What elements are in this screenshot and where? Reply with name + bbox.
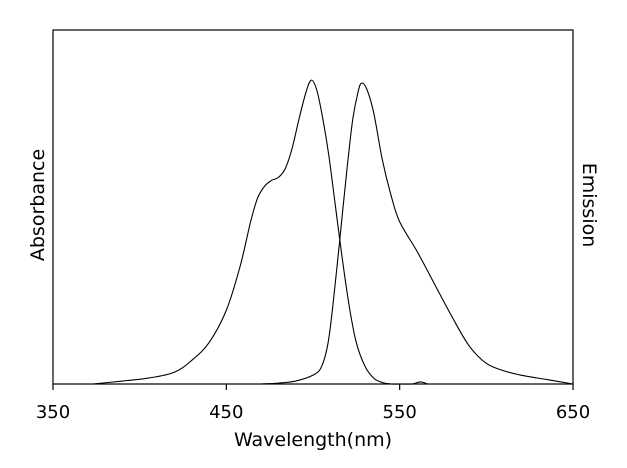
x-tick-label: 350: [36, 402, 70, 423]
x-ticks: [52, 384, 574, 390]
x-axis-title: Wavelength(nm): [234, 429, 392, 451]
x-tick-label: 650: [556, 402, 590, 423]
x-tick-label: 450: [209, 402, 243, 423]
y-axis-title-left: Absorbance: [27, 149, 49, 261]
series-group: [92, 79, 574, 385]
x-tick-label: 550: [383, 402, 417, 423]
plot-frame: [52, 29, 574, 385]
absorbance-curve: [92, 79, 428, 385]
y-axis-title-right: Emission: [578, 163, 600, 248]
emission-curve: [260, 82, 574, 385]
